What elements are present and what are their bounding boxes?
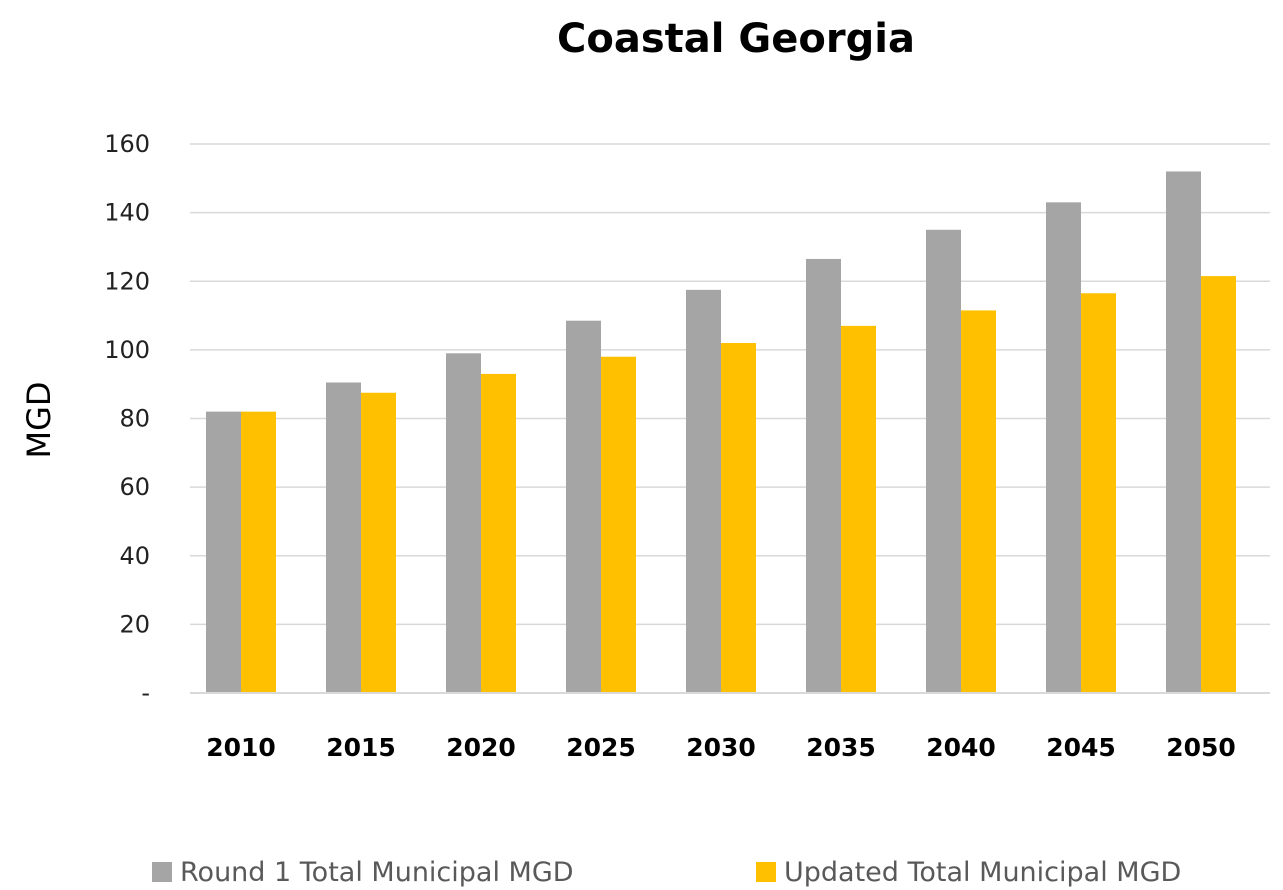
- y-tick-label-80: 80: [119, 405, 150, 433]
- bar-round1-2015: [326, 382, 361, 693]
- x-tick-label-2030: 2030: [686, 733, 756, 762]
- bar-updated-2040: [961, 310, 996, 693]
- x-tick-label-2035: 2035: [806, 733, 876, 762]
- y-tick-label-20: 20: [119, 610, 150, 638]
- y-tick-label-40: 40: [119, 542, 150, 570]
- legend-swatch-round1: [152, 862, 172, 882]
- chart-title: Coastal Georgia: [557, 16, 915, 62]
- legend-label-updated: Updated Total Municipal MGD: [784, 857, 1181, 888]
- bar-updated-2035: [841, 325, 876, 693]
- x-tick-label-2010: 2010: [206, 733, 276, 762]
- y-tick-label-160: 160: [104, 130, 150, 158]
- legend-swatch-updated: [756, 862, 776, 882]
- x-tick-label-2045: 2045: [1046, 733, 1116, 762]
- bar-updated-2025: [601, 356, 636, 693]
- y-tick-label-60: 60: [119, 473, 150, 501]
- legend-label-round1: Round 1 Total Municipal MGD: [180, 857, 574, 888]
- x-tick-label-2050: 2050: [1166, 733, 1236, 762]
- y-axis-ticks: - 20 40 60 80 100 120 140 160: [104, 130, 150, 707]
- bar-round1-2030: [686, 289, 721, 693]
- y-axis-label: MGD: [20, 381, 58, 458]
- y-tick-label-140: 140: [104, 199, 150, 227]
- x-axis-ticks: 2010 2015 2020 2025 2030 2035 2040 2045 2050: [206, 733, 1236, 762]
- bar-updated-2020: [481, 373, 516, 693]
- y-tick-label-100: 100: [104, 336, 150, 364]
- bar-updated-2050: [1201, 276, 1236, 693]
- bar-updated-2010: [241, 411, 276, 693]
- x-tick-label-2025: 2025: [566, 733, 636, 762]
- bar-updated-2015: [361, 392, 396, 693]
- bars: [206, 171, 1236, 694]
- x-tick-label-2040: 2040: [926, 733, 996, 762]
- bar-updated-2030: [721, 343, 756, 693]
- bar-round1-2035: [806, 258, 841, 693]
- bar-round1-2020: [446, 353, 481, 693]
- bar-round1-2025: [566, 320, 601, 693]
- x-tick-label-2015: 2015: [326, 733, 396, 762]
- x-tick-label-2020: 2020: [446, 733, 516, 762]
- bar-round1-2050: [1166, 171, 1201, 693]
- bar-updated-2045: [1081, 293, 1116, 693]
- bar-round1-2010: [206, 411, 241, 693]
- y-tick-label-120: 120: [104, 267, 150, 295]
- bar-round1-2040: [926, 229, 961, 693]
- y-tick-label-0: -: [141, 679, 150, 707]
- bar-round1-2045: [1046, 202, 1081, 694]
- legend: Round 1 Total Municipal MGD Updated Tota…: [152, 857, 1181, 888]
